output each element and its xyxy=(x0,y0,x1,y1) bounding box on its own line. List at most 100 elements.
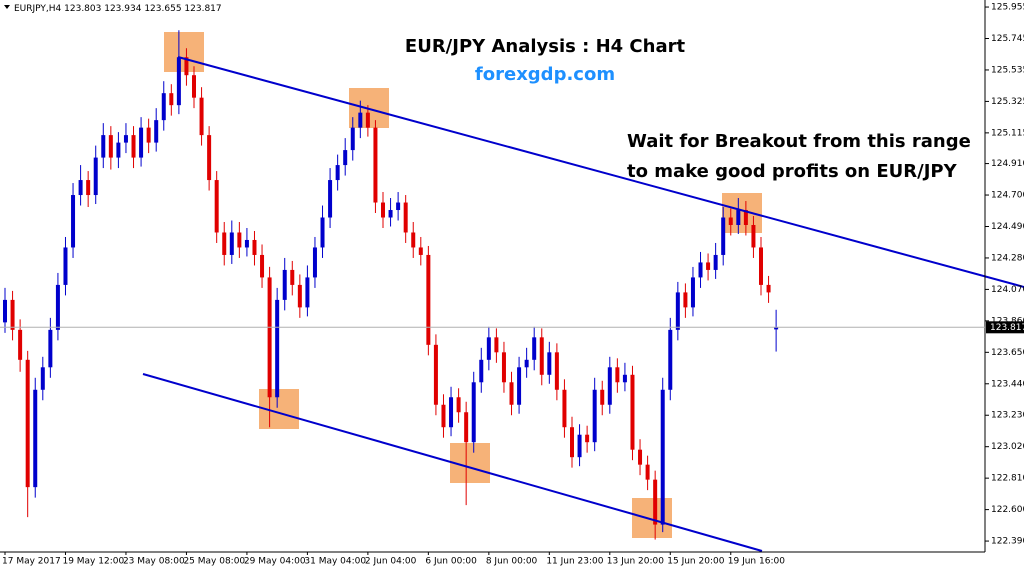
header: EURJPY,H4 123.803 123.934 123.655 123.81… xyxy=(14,4,222,14)
candle-body xyxy=(607,367,612,405)
candle-body xyxy=(222,232,227,255)
annotation: Wait for Breakout from this range xyxy=(627,131,971,152)
y-tick-label: 124.700 xyxy=(991,191,1024,201)
candle-body xyxy=(403,202,408,233)
candle-body xyxy=(759,247,763,285)
candle-body xyxy=(229,232,234,255)
candle-body xyxy=(214,180,219,233)
candle-body xyxy=(63,247,68,285)
candle-body xyxy=(244,239,249,248)
candle-body xyxy=(282,269,287,300)
x-tick-label: 13 Jun 20:00 xyxy=(607,557,664,567)
box xyxy=(632,498,672,538)
candle-body xyxy=(660,389,665,525)
candle-body xyxy=(683,292,688,308)
y-tick-label: 125.745 xyxy=(991,34,1024,44)
candle-body xyxy=(192,75,196,98)
x-tick-label: 15 Jun 20:00 xyxy=(667,557,724,567)
candle-body xyxy=(615,367,620,383)
x-tick-label: 29 May 04:00 xyxy=(244,557,306,567)
candle-body xyxy=(25,359,30,488)
candle-body xyxy=(539,337,544,375)
y-tick-label: 124.490 xyxy=(991,222,1024,232)
candle-body xyxy=(55,284,60,330)
y-tick-label: 122.600 xyxy=(991,505,1024,515)
y-tick-label: 122.390 xyxy=(991,537,1024,547)
y-tick-label: 125.955 xyxy=(991,3,1024,13)
candle-body xyxy=(532,337,537,360)
candle-body xyxy=(471,382,476,443)
candle-body xyxy=(675,292,680,330)
candle-body xyxy=(690,277,695,308)
x-tick-label: 11 Jun 23:00 xyxy=(546,557,603,567)
candle-body xyxy=(154,120,159,143)
candle-body xyxy=(494,337,499,353)
x-tick-label: 17 May 2017 xyxy=(2,557,61,567)
candle-body xyxy=(509,382,514,405)
candle-body xyxy=(585,434,590,443)
candle-body xyxy=(335,165,340,181)
current-price-label: 123.817 xyxy=(990,323,1024,333)
y-tick-label: 125.115 xyxy=(991,128,1024,138)
candle-body xyxy=(441,404,446,428)
candle-body xyxy=(456,397,461,413)
ohlc: 123.817 xyxy=(184,4,221,14)
candle-body xyxy=(328,180,333,218)
candle-body xyxy=(630,374,635,450)
candle-body xyxy=(751,224,756,248)
candle-body xyxy=(766,284,771,293)
y-tick-label: 123.020 xyxy=(991,442,1024,452)
candle-body xyxy=(260,254,265,278)
candle-body xyxy=(365,112,370,128)
y-tick-label: 122.810 xyxy=(991,474,1024,484)
candle-body xyxy=(547,352,552,375)
candle-body xyxy=(743,210,748,225)
candle-body xyxy=(3,299,7,323)
candle-body xyxy=(411,232,416,248)
candle-body xyxy=(48,329,53,368)
candle-body xyxy=(570,427,574,458)
x-tick-label: 19 May 12:00 xyxy=(62,557,124,567)
candle-body xyxy=(146,127,151,143)
candle-body xyxy=(358,112,363,128)
candle-body xyxy=(381,202,385,218)
candle-body xyxy=(653,479,658,525)
candle-body xyxy=(116,142,121,158)
y-tick-label: 123.650 xyxy=(991,348,1024,358)
candle-body xyxy=(312,247,317,278)
y-tick-label: 123.440 xyxy=(991,379,1024,389)
candle-body xyxy=(449,397,454,428)
candle-body xyxy=(433,344,438,405)
ohlc: 123.655 xyxy=(144,4,181,14)
candle-body xyxy=(86,180,91,196)
candle-body xyxy=(252,239,257,255)
annotation: to make good profits on EUR/JPY xyxy=(627,161,958,182)
candle-body xyxy=(108,135,113,158)
ohlc: 123.934 xyxy=(104,4,141,14)
subtitle: forexgdp.com xyxy=(475,64,615,85)
candle-body xyxy=(396,202,401,211)
y-tick-label: 123.230 xyxy=(991,411,1024,421)
candle-body xyxy=(554,352,559,390)
y-tick-label: 124.910 xyxy=(991,159,1024,169)
y-tick-label: 125.535 xyxy=(991,65,1024,75)
candle-body xyxy=(524,359,529,368)
candle-body xyxy=(275,299,280,398)
candle-body xyxy=(161,93,166,121)
candle-body xyxy=(131,135,136,158)
candle-body xyxy=(237,232,242,248)
box xyxy=(722,193,762,233)
candle-body xyxy=(706,262,711,270)
candles xyxy=(3,30,779,540)
x-tick-label: 6 Jun 00:00 xyxy=(425,557,477,567)
x-tick-label: 31 May 04:00 xyxy=(304,557,366,567)
candle-body xyxy=(176,57,181,106)
candle-body xyxy=(486,337,491,360)
candle-body xyxy=(18,329,23,360)
candle-body xyxy=(93,157,98,196)
candle-body xyxy=(207,135,212,181)
x-tick-label: 19 Jun 16:00 xyxy=(728,557,785,567)
candle-body xyxy=(267,277,272,398)
